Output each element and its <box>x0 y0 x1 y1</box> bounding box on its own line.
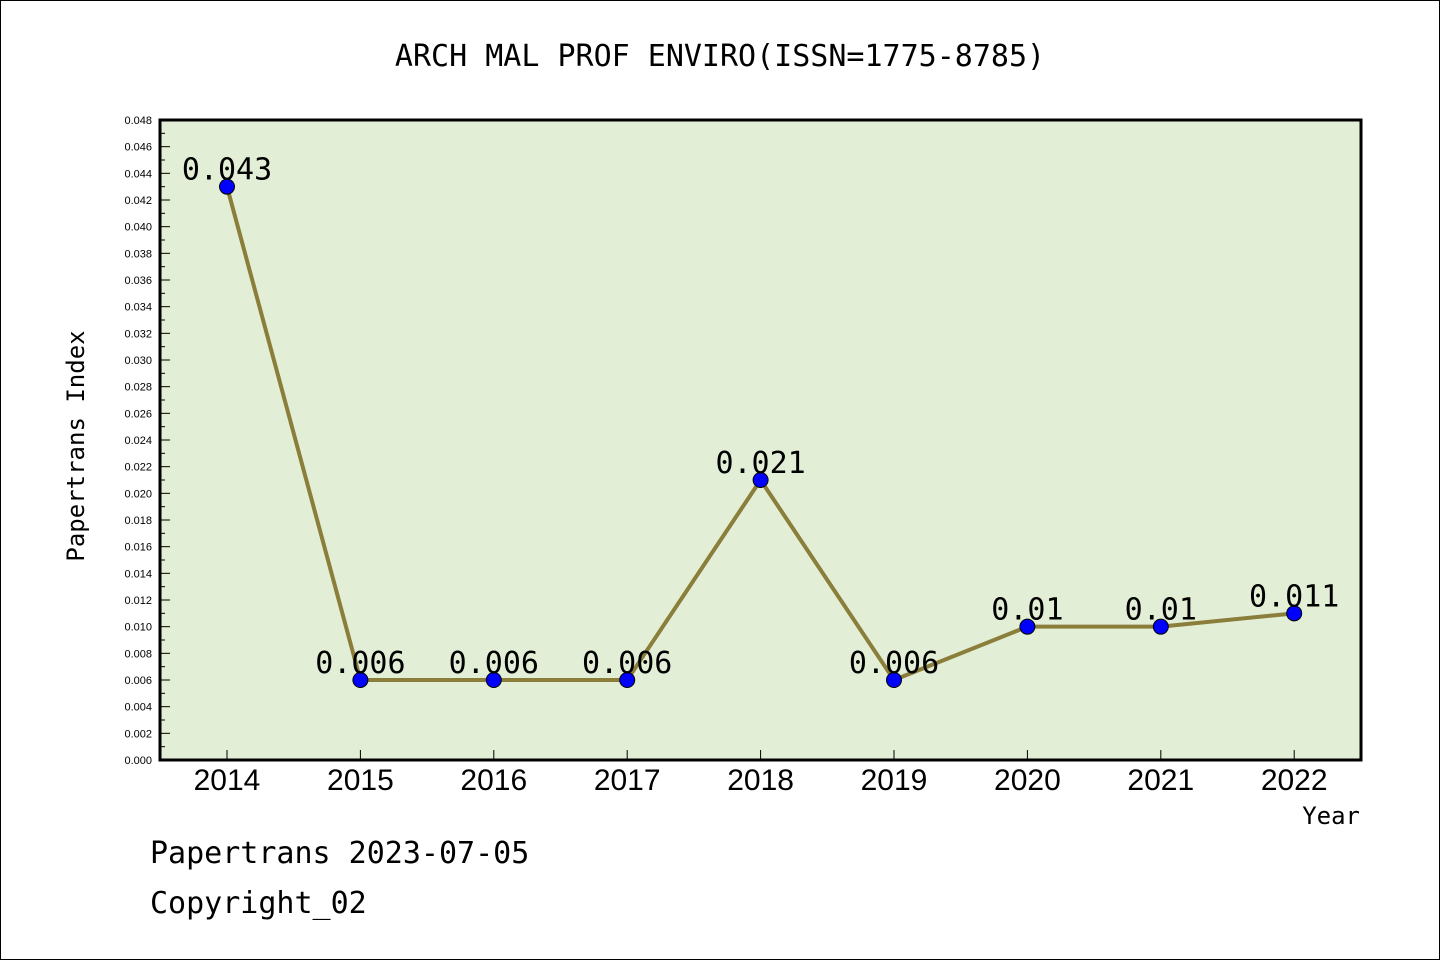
data-label: 0.011 <box>1249 579 1339 614</box>
y-tick-label: 0.018 <box>124 515 152 527</box>
y-tick-label: 0.032 <box>124 328 152 340</box>
chart-title: ARCH MAL PROF ENVIRO(ISSN=1775-8785) <box>395 39 1045 74</box>
x-tick-label: 2018 <box>727 764 794 797</box>
y-tick-label: 0.040 <box>124 222 152 234</box>
y-tick-label: 0.042 <box>124 195 152 207</box>
x-tick-label: 2021 <box>1127 764 1194 797</box>
data-point <box>886 672 902 688</box>
data-point <box>485 672 502 688</box>
x-axis: 2014 2015 2016 2017 2018 2019 2020 2021 2022 <box>194 750 1328 797</box>
x-tick-label: 2020 <box>994 764 1061 797</box>
x-tick-label: 2016 <box>460 764 527 797</box>
data-point <box>1152 618 1169 635</box>
y-tick-label: 0.022 <box>124 462 152 474</box>
data-label: 0.021 <box>715 446 805 481</box>
footer-date: Papertrans 2023-07-05 <box>150 836 530 871</box>
y-tick-label: 0.006 <box>124 675 152 687</box>
y-axis-label: Papertrans Index <box>62 330 90 561</box>
data-label: 0.006 <box>582 646 672 681</box>
y-tick-label: 0.004 <box>124 702 152 714</box>
y-tick-label: 0.014 <box>124 568 152 580</box>
y-tick-label: 0.048 <box>124 115 152 127</box>
y-tick-label: 0.030 <box>124 355 152 367</box>
series-line-group <box>219 178 1303 688</box>
y-tick-label: 0.044 <box>124 168 152 180</box>
y-axis: 0.000 0.002 0.004 0.006 0.008 0.010 0.012 0.014… <box>124 115 170 767</box>
y-tick-label: 0.034 <box>124 302 152 314</box>
data-label: 0.006 <box>449 646 539 681</box>
data-point <box>1019 618 1036 635</box>
footer-copyright: Copyright_02 <box>150 886 367 921</box>
x-tick-label: 2015 <box>327 764 394 797</box>
data-label: 0.006 <box>315 646 405 681</box>
y-tick-label: 0.016 <box>124 542 152 554</box>
y-tick-label: 0.024 <box>124 435 152 447</box>
data-label: 0.01 <box>991 593 1063 628</box>
data-labels: 0.043 0.006 0.006 0.006 0.021 0.006 0.01 0.01 0.… <box>182 153 1340 681</box>
plot-area <box>158 118 1363 762</box>
y-tick-label: 0.038 <box>124 248 152 260</box>
y-tick-label: 0.002 <box>124 728 152 740</box>
y-tick-label: 0.012 <box>124 595 152 607</box>
data-label: 0.043 <box>182 153 272 188</box>
x-tick-label: 2017 <box>594 764 661 797</box>
x-tick-label: 2014 <box>194 764 261 797</box>
data-point <box>752 472 769 488</box>
y-tick-label: 0.028 <box>124 382 152 394</box>
y-tick-label: 0.046 <box>124 142 152 154</box>
y-tick-label: 0.036 <box>124 275 152 287</box>
x-tick-label: 2022 <box>1261 764 1328 797</box>
x-axis-label: Year <box>1302 802 1360 830</box>
data-point <box>352 672 369 688</box>
y-tick-label: 0.026 <box>124 408 152 420</box>
data-label: 0.01 <box>1125 593 1197 628</box>
x-tick-label: 2019 <box>861 764 928 797</box>
data-point <box>619 672 636 688</box>
y-tick-label: 0.008 <box>124 648 152 660</box>
data-label: 0.006 <box>849 646 939 681</box>
y-tick-label: 0.020 <box>124 488 152 500</box>
y-tick-label: 0.010 <box>124 622 152 634</box>
data-point <box>219 178 235 195</box>
data-point <box>1286 605 1303 622</box>
y-tick-label: 0.000 <box>124 755 152 767</box>
